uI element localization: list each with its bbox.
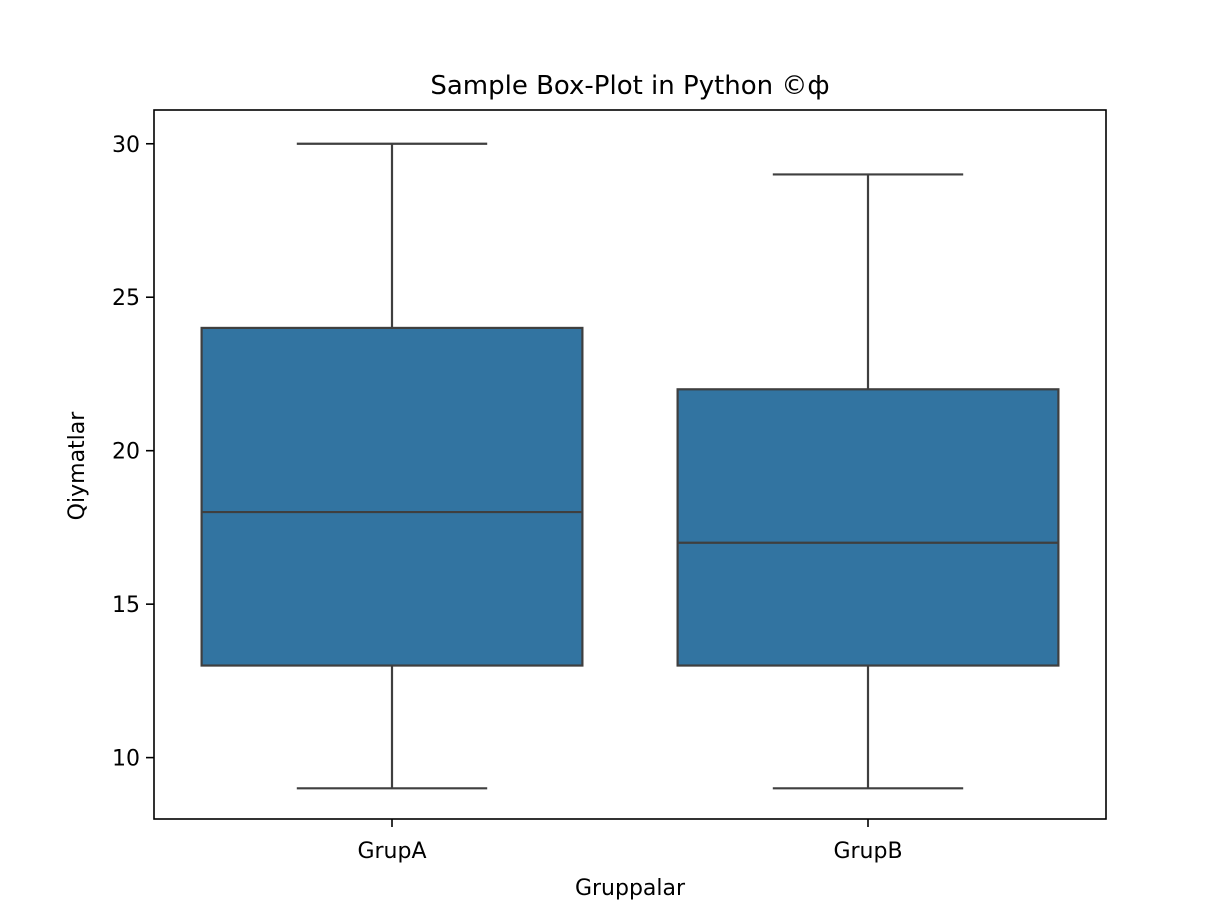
- y-axis-title: Qiymatlar: [65, 411, 90, 521]
- plot-area: [200, 142, 1060, 790]
- plot-frame: [153, 109, 1107, 820]
- x-axis-title: Gruppalar: [575, 876, 686, 901]
- axes: 10 15 20 25 30 GrupA GrupB: [112, 133, 903, 864]
- x-tick-label-grupa: GrupA: [357, 839, 426, 864]
- chart-title: Sample Box-Plot in Python ©ф: [430, 71, 829, 101]
- y-tick-label-10: 10: [112, 747, 140, 772]
- box-grupa: [200, 326, 584, 667]
- y-tick-label-25: 25: [112, 286, 140, 311]
- y-tick-label-30: 30: [112, 133, 140, 158]
- y-tick-label-15: 15: [112, 593, 140, 618]
- box-grupb: [676, 388, 1060, 667]
- x-tick-label-grupb: GrupB: [833, 839, 902, 864]
- y-tick-label-20: 20: [112, 440, 140, 465]
